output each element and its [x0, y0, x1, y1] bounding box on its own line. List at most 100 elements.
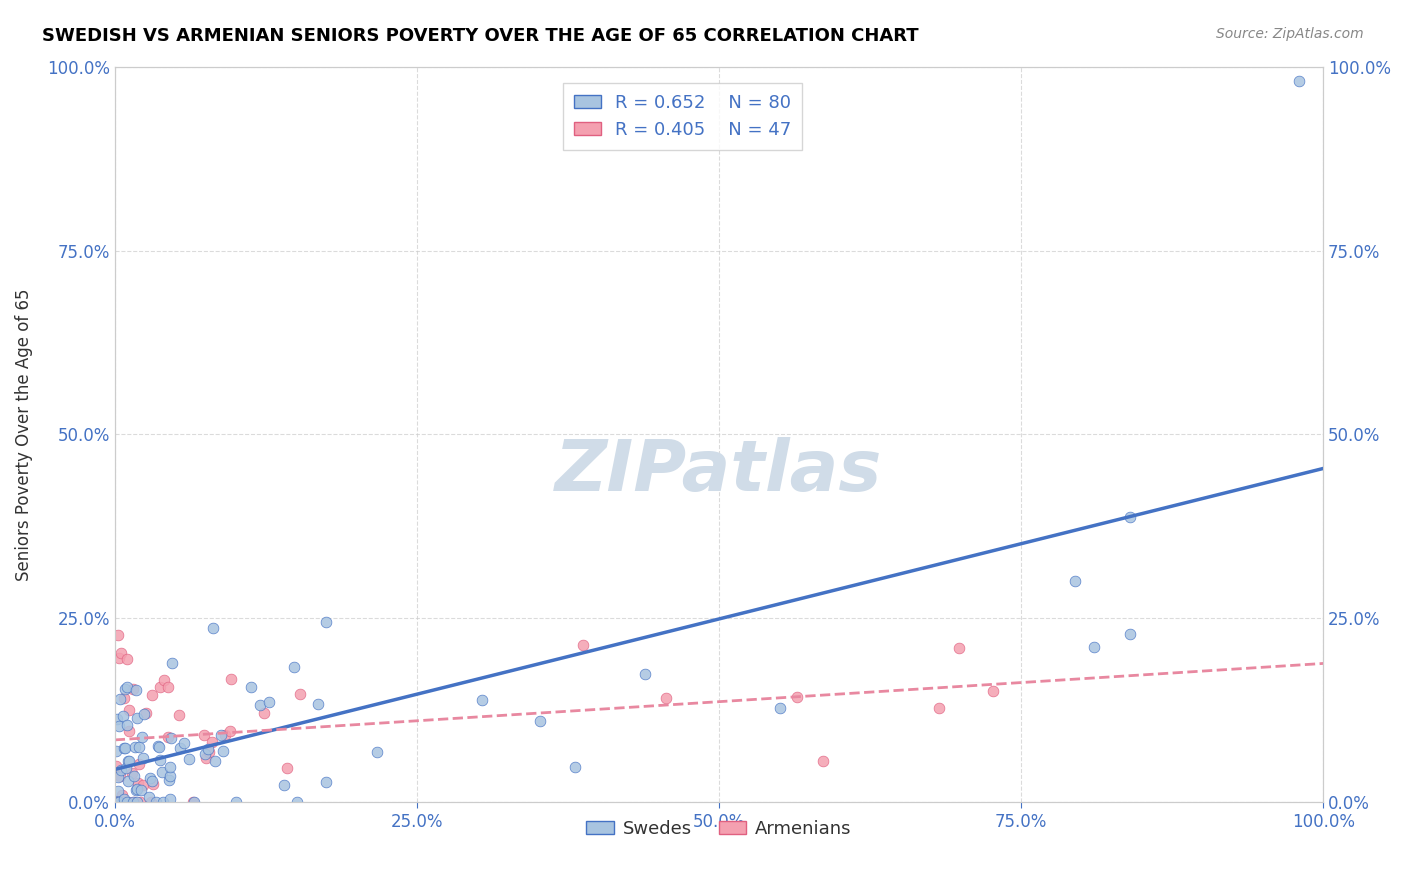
Swedes [194, 747, 217, 761]
Armenians [121, 766, 143, 780]
Swedes [564, 760, 586, 774]
Armenians [288, 687, 311, 701]
Y-axis label: Seniors Poverty Over the Age of 65: Seniors Poverty Over the Age of 65 [15, 288, 32, 581]
Swedes [257, 695, 280, 709]
Armenians [253, 706, 276, 720]
Armenians [786, 690, 808, 704]
Swedes [139, 772, 162, 786]
Armenians [108, 650, 131, 665]
Swedes [204, 754, 226, 768]
Armenians [118, 703, 141, 717]
Swedes [145, 795, 167, 809]
Swedes [115, 681, 138, 695]
Swedes [1118, 510, 1140, 524]
Armenians [152, 673, 174, 687]
Armenians [107, 795, 129, 809]
Swedes [115, 717, 138, 731]
Swedes [315, 774, 337, 789]
Armenians [132, 778, 155, 792]
Armenians [948, 640, 970, 655]
Armenians [167, 708, 190, 723]
Swedes [634, 667, 657, 681]
Armenians [142, 777, 165, 791]
Armenians [108, 769, 131, 783]
Armenians [128, 757, 150, 772]
Armenians [572, 638, 595, 652]
Armenians [195, 751, 218, 765]
Swedes [179, 752, 201, 766]
Swedes [1288, 74, 1310, 88]
Swedes [110, 691, 132, 706]
Swedes [125, 795, 148, 809]
Armenians [122, 795, 145, 809]
Swedes [225, 795, 247, 809]
Armenians [981, 683, 1004, 698]
Swedes [1064, 574, 1087, 588]
Swedes [108, 795, 131, 809]
Swedes [115, 761, 138, 775]
Swedes [112, 741, 135, 756]
Swedes [285, 795, 308, 809]
Text: ZIPatlas: ZIPatlas [555, 437, 883, 506]
Swedes [132, 751, 155, 765]
Swedes [124, 783, 146, 797]
Swedes [315, 615, 337, 629]
Swedes [131, 731, 153, 745]
Swedes [121, 795, 143, 809]
Swedes [131, 783, 153, 797]
Armenians [655, 691, 678, 706]
Armenians [219, 724, 242, 739]
Swedes [117, 773, 139, 788]
Swedes [1083, 640, 1105, 655]
Swedes [307, 697, 329, 711]
Swedes [108, 719, 131, 733]
Armenians [149, 680, 172, 694]
Armenians [181, 795, 204, 809]
Armenians [122, 682, 145, 697]
Swedes [138, 790, 160, 805]
Swedes [105, 712, 128, 726]
Armenians [198, 745, 221, 759]
Armenians [127, 776, 149, 790]
Armenians [104, 759, 127, 773]
Legend: Swedes, Armenians: Swedes, Armenians [579, 813, 859, 845]
Swedes [110, 764, 132, 778]
Swedes [118, 754, 141, 768]
Armenians [193, 728, 215, 742]
Swedes [159, 769, 181, 783]
Swedes [148, 740, 170, 755]
Swedes [183, 795, 205, 809]
Armenians [110, 646, 132, 660]
Swedes [209, 728, 232, 742]
Armenians [928, 701, 950, 715]
Swedes [273, 778, 295, 792]
Swedes [107, 784, 129, 798]
Swedes [769, 701, 792, 715]
Swedes [160, 657, 183, 671]
Swedes [125, 782, 148, 797]
Swedes [160, 731, 183, 745]
Swedes [134, 707, 156, 722]
Armenians [201, 735, 224, 749]
Swedes [239, 681, 262, 695]
Armenians [141, 689, 163, 703]
Swedes [141, 774, 163, 789]
Armenians [115, 651, 138, 665]
Armenians [111, 788, 134, 802]
Swedes [149, 753, 172, 767]
Text: SWEDISH VS ARMENIAN SENIORS POVERTY OVER THE AGE OF 65 CORRELATION CHART: SWEDISH VS ARMENIAN SENIORS POVERTY OVER… [42, 27, 918, 45]
Armenians [811, 754, 834, 768]
Swedes [169, 741, 191, 756]
Swedes [249, 698, 271, 713]
Swedes [283, 660, 305, 674]
Swedes [529, 714, 551, 728]
Armenians [105, 795, 128, 809]
Swedes [122, 769, 145, 783]
Armenians [107, 628, 129, 642]
Armenians [156, 680, 179, 694]
Swedes [128, 740, 150, 755]
Swedes [114, 681, 136, 696]
Swedes [150, 764, 173, 779]
Armenians [118, 724, 141, 739]
Swedes [471, 693, 494, 707]
